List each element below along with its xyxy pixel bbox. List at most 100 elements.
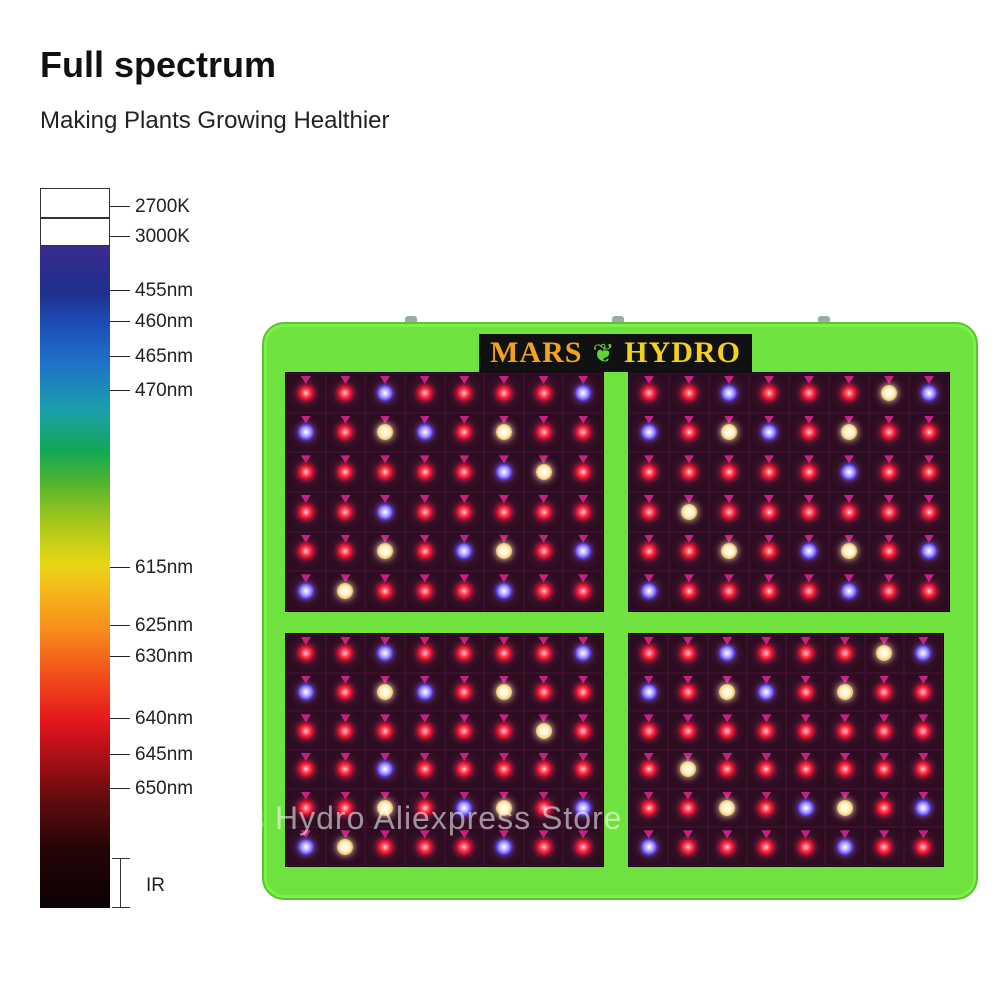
led-blue <box>841 583 857 600</box>
led-red <box>681 543 697 560</box>
led-cell <box>444 412 485 453</box>
led-red <box>297 543 314 560</box>
led-cell <box>903 827 943 866</box>
led-cell <box>325 492 366 532</box>
led-cell <box>707 827 747 866</box>
tick-625nm <box>110 625 130 626</box>
led-blue <box>495 583 512 600</box>
led-cell <box>523 531 564 572</box>
led-blue <box>297 424 314 441</box>
label-625nm: 625nm <box>135 615 194 636</box>
swatch-3000k <box>40 218 110 246</box>
led-cell <box>903 750 943 789</box>
led-red <box>575 464 592 481</box>
led-red <box>337 543 354 560</box>
led-cell <box>789 412 829 453</box>
led-cell <box>444 492 485 532</box>
led-module-bottom-right <box>628 633 944 867</box>
led-cell <box>864 672 904 712</box>
led-red <box>416 384 433 401</box>
led-blue <box>377 384 394 401</box>
ir-bracket-bottom <box>112 907 130 908</box>
led-white <box>679 761 696 778</box>
led-cell <box>746 750 786 789</box>
led-cell <box>825 634 865 673</box>
led-red <box>456 645 473 662</box>
led-cell <box>786 750 826 789</box>
led-cell <box>864 827 904 866</box>
led-red <box>640 722 657 739</box>
led-cell <box>909 531 949 572</box>
led-blue <box>377 503 394 520</box>
led-blue <box>640 683 657 700</box>
led-cell <box>365 452 405 492</box>
led-white <box>876 645 893 662</box>
led-cell <box>903 634 943 673</box>
led-red <box>801 503 817 520</box>
led-red <box>456 583 473 600</box>
led-cell <box>789 492 829 532</box>
led-cell <box>629 531 669 572</box>
led-cell <box>286 373 326 413</box>
led-red <box>416 799 433 816</box>
led-red <box>337 645 354 662</box>
led-cell <box>749 571 789 611</box>
led-red <box>679 799 696 816</box>
led-red <box>881 464 897 481</box>
led-blue <box>377 761 394 778</box>
led-cell <box>563 711 603 750</box>
led-red <box>921 424 937 441</box>
led-red <box>575 583 592 600</box>
tick-455nm <box>110 290 130 291</box>
led-cell <box>563 492 603 532</box>
led-cell <box>629 571 669 611</box>
led-cell <box>709 571 749 611</box>
hanging-hook <box>818 316 830 324</box>
led-red <box>641 384 657 401</box>
led-white <box>495 424 512 441</box>
led-red <box>721 503 737 520</box>
led-cell <box>709 492 749 532</box>
led-cell <box>286 711 326 750</box>
led-red <box>297 503 314 520</box>
led-blue <box>841 464 857 481</box>
led-cell <box>749 452 789 492</box>
led-red <box>535 583 552 600</box>
led-cell <box>484 492 524 532</box>
led-red <box>876 722 893 739</box>
led-blue <box>297 583 314 600</box>
led-red <box>575 503 592 520</box>
tick-2700k <box>110 206 130 207</box>
led-red <box>881 503 897 520</box>
led-cell <box>286 492 326 532</box>
led-cell <box>869 412 909 453</box>
led-cell <box>325 827 366 866</box>
led-red <box>836 761 853 778</box>
led-red <box>761 384 777 401</box>
tick-470nm <box>110 390 130 391</box>
led-red <box>876 799 893 816</box>
led-red <box>337 799 354 816</box>
led-module-top-left <box>285 372 604 612</box>
led-blue <box>801 543 817 560</box>
led-red <box>876 761 893 778</box>
led-red <box>416 838 433 855</box>
spectrum-scale <box>40 188 110 908</box>
tick-645nm <box>110 754 130 755</box>
led-cell <box>746 634 786 673</box>
led-red <box>797 683 814 700</box>
led-cell <box>789 452 829 492</box>
led-cell <box>365 531 405 572</box>
led-white <box>495 543 512 560</box>
led-cell <box>629 711 669 750</box>
led-white <box>721 424 737 441</box>
ir-bracket-top <box>112 858 130 859</box>
led-cell <box>749 531 789 572</box>
led-red <box>721 583 737 600</box>
led-cell <box>563 634 603 673</box>
led-white <box>719 799 736 816</box>
led-white <box>377 683 394 700</box>
spectrum-gradient-bar <box>40 246 110 908</box>
led-cell <box>668 788 708 828</box>
led-cell <box>825 827 865 866</box>
